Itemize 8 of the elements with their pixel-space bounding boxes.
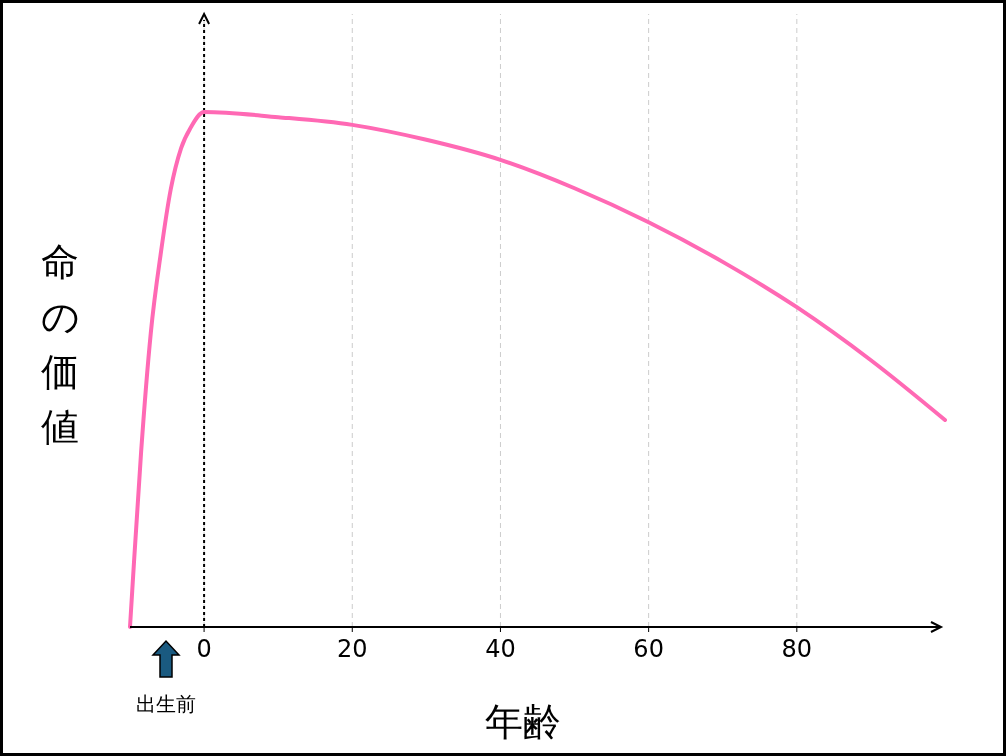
x-tick-label: 0 xyxy=(196,635,212,663)
x-axis-title: 年齢 xyxy=(484,700,561,744)
x-tick-label: 40 xyxy=(485,635,516,663)
text: 出生前 xyxy=(136,692,196,716)
x-tick-label: 60 xyxy=(633,635,664,663)
x-tick-label: 20 xyxy=(337,635,368,663)
y-axis-title: 命の価値 xyxy=(40,240,80,449)
x-tick-label: 80 xyxy=(781,635,813,663)
